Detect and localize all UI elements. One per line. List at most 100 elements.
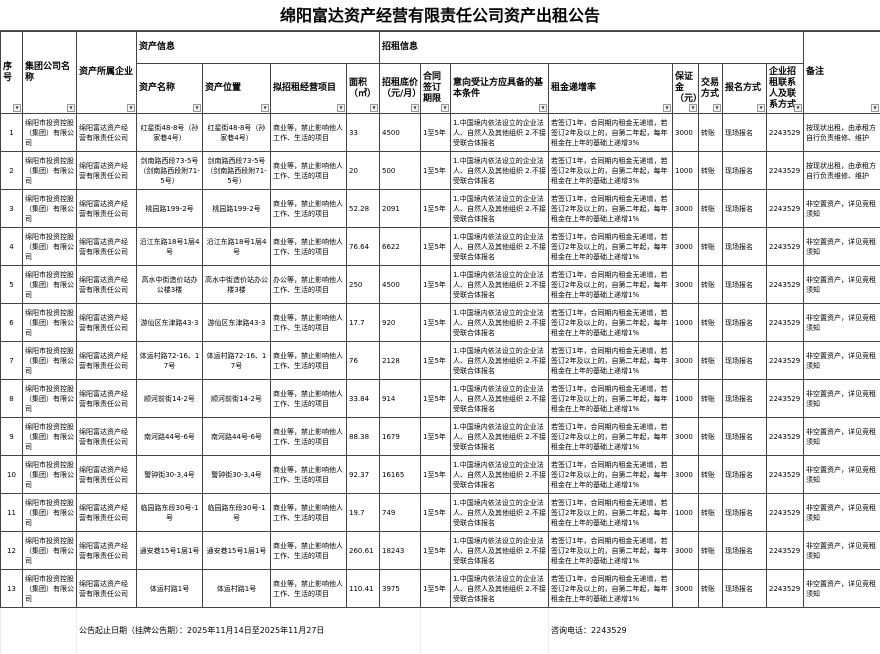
- header-conditions[interactable]: 意向受让方应具备的基本条件▼: [451, 64, 549, 114]
- header-area[interactable]: 面积（㎡）▼: [347, 64, 380, 114]
- asset-name-cell[interactable]: 红星街48-8号（孙家巷4号）: [137, 114, 203, 152]
- area-cell[interactable]: 92.37: [347, 456, 380, 494]
- area-cell[interactable]: 20: [347, 152, 380, 190]
- asset-location-cell[interactable]: 南河路44号-6号: [203, 418, 271, 456]
- price-cell[interactable]: 18243: [380, 532, 421, 570]
- price-cell[interactable]: 500: [380, 152, 421, 190]
- deposit-cell[interactable]: 3000: [673, 190, 699, 228]
- contact-cell[interactable]: 2243529: [767, 380, 804, 418]
- signup-cell[interactable]: 现场报名: [723, 532, 767, 570]
- owner-cell[interactable]: 绵阳富达资产经营有限责任公司: [77, 152, 137, 190]
- contact-cell[interactable]: 2243529: [767, 228, 804, 266]
- asset-name-cell[interactable]: 桃园路199-2号: [137, 190, 203, 228]
- signup-cell[interactable]: 现场报名: [723, 304, 767, 342]
- conditions-cell[interactable]: 1.中国境内依法设立的企业法人、自然人及其他组织 2.不接受联合体报名: [451, 190, 549, 228]
- conditions-cell[interactable]: 1.中国境内依法设立的企业法人、自然人及其他组织 2.不接受联合体报名: [451, 114, 549, 152]
- price-cell[interactable]: 3975: [380, 570, 421, 608]
- filter-dropdown-icon[interactable]: ▼: [794, 104, 802, 112]
- header-term[interactable]: 合同签订期限▼: [421, 64, 451, 114]
- filter-dropdown-icon[interactable]: ▼: [13, 104, 21, 112]
- trade-cell[interactable]: 转账: [699, 494, 723, 532]
- term-cell[interactable]: 1至5年: [421, 418, 451, 456]
- remark-cell[interactable]: 非空置资产，详见竞租须知: [804, 456, 880, 494]
- area-cell[interactable]: 19.7: [347, 494, 380, 532]
- seq-cell[interactable]: 7: [1, 342, 23, 380]
- business-cell[interactable]: 商业等，禁止影响他人工作、生活的项目: [271, 342, 347, 380]
- deposit-cell[interactable]: 3000: [673, 114, 699, 152]
- area-cell[interactable]: 250: [347, 266, 380, 304]
- seq-cell[interactable]: 3: [1, 190, 23, 228]
- deposit-cell[interactable]: 1000: [673, 304, 699, 342]
- seq-cell[interactable]: 1: [1, 114, 23, 152]
- remark-cell[interactable]: 非空置资产，详见竞租须知: [804, 190, 880, 228]
- owner-cell[interactable]: 绵阳富达资产经营有限责任公司: [77, 266, 137, 304]
- trade-cell[interactable]: 转账: [699, 380, 723, 418]
- seq-cell[interactable]: 4: [1, 228, 23, 266]
- deposit-cell[interactable]: 3000: [673, 456, 699, 494]
- remark-cell[interactable]: 非空置资产，详见竞租须知: [804, 532, 880, 570]
- header-price[interactable]: 招租底价（元/月）▼: [380, 64, 421, 114]
- filter-dropdown-icon[interactable]: ▼: [757, 104, 765, 112]
- conditions-cell[interactable]: 1.中国境内依法设立的企业法人、自然人及其他组织 2.不接受联合体报名: [451, 570, 549, 608]
- remark-cell[interactable]: 非空置资产，详见竞租须知: [804, 228, 880, 266]
- term-cell[interactable]: 1至5年: [421, 114, 451, 152]
- area-cell[interactable]: 110.41: [347, 570, 380, 608]
- deposit-cell[interactable]: 3000: [673, 418, 699, 456]
- term-cell[interactable]: 1至5年: [421, 190, 451, 228]
- conditions-cell[interactable]: 1.中国境内依法设立的企业法人、自然人及其他组织 2.不接受联合体报名: [451, 304, 549, 342]
- group-cell[interactable]: 绵阳市投资控股（集团）有限公司: [23, 342, 77, 380]
- area-cell[interactable]: 76.64: [347, 228, 380, 266]
- deposit-cell[interactable]: 1000: [673, 152, 699, 190]
- increase-cell[interactable]: 若签订1年，合同期内租金无递增，若签订2年及以上的，自第二年起，每年租金在上年的…: [549, 456, 673, 494]
- group-cell[interactable]: 绵阳市投资控股（集团）有限公司: [23, 456, 77, 494]
- price-cell[interactable]: 920: [380, 304, 421, 342]
- contact-cell[interactable]: 2243529: [767, 456, 804, 494]
- deposit-cell[interactable]: 3000: [673, 342, 699, 380]
- filter-dropdown-icon[interactable]: ▼: [689, 104, 697, 112]
- owner-cell[interactable]: 绵阳富达资产经营有限责任公司: [77, 228, 137, 266]
- asset-location-cell[interactable]: 剑南路西段73-5号（剑南路西段附71-5号）: [203, 152, 271, 190]
- price-cell[interactable]: 16165: [380, 456, 421, 494]
- header-asset-location[interactable]: 资产位置▼: [203, 64, 271, 114]
- increase-cell[interactable]: 若签订1年，合同期内租金无递增，若签订2年及以上的，自第二年起，每年租金在上年的…: [549, 380, 673, 418]
- group-cell[interactable]: 绵阳市投资控股（集团）有限公司: [23, 152, 77, 190]
- signup-cell[interactable]: 现场报名: [723, 380, 767, 418]
- filter-dropdown-icon[interactable]: ▼: [539, 104, 547, 112]
- deposit-cell[interactable]: 3000: [673, 228, 699, 266]
- trade-cell[interactable]: 转账: [699, 266, 723, 304]
- conditions-cell[interactable]: 1.中国境内依法设立的企业法人、自然人及其他组织 2.不接受联合体报名: [451, 532, 549, 570]
- business-cell[interactable]: 商业等，禁止影响他人工作、生活的项目: [271, 190, 347, 228]
- area-cell[interactable]: 260.61: [347, 532, 380, 570]
- area-cell[interactable]: 17.7: [347, 304, 380, 342]
- remark-cell[interactable]: 非空置资产，详见竞租须知: [804, 570, 880, 608]
- contact-cell[interactable]: 2243529: [767, 266, 804, 304]
- asset-name-cell[interactable]: 警钟街30-3,4号: [137, 456, 203, 494]
- remark-cell[interactable]: 非空置资产，详见竞租须知: [804, 380, 880, 418]
- area-cell[interactable]: 33.84: [347, 380, 380, 418]
- term-cell[interactable]: 1至5年: [421, 532, 451, 570]
- remark-cell[interactable]: 按现状出租，由承租方自行负责维修、维护: [804, 152, 880, 190]
- asset-location-cell[interactable]: 红星街48-8号（孙家巷4号）: [203, 114, 271, 152]
- group-cell[interactable]: 绵阳市投资控股（集团）有限公司: [23, 228, 77, 266]
- deposit-cell[interactable]: 3000: [673, 570, 699, 608]
- asset-name-cell[interactable]: 体运村路1号: [137, 570, 203, 608]
- group-cell[interactable]: 绵阳市投资控股（集团）有限公司: [23, 570, 77, 608]
- owner-cell[interactable]: 绵阳富达资产经营有限责任公司: [77, 380, 137, 418]
- remark-cell[interactable]: 非空置资产，详见竞租须知: [804, 342, 880, 380]
- remark-cell[interactable]: 非空置资产，详见竞租须知: [804, 494, 880, 532]
- contact-cell[interactable]: 2243529: [767, 418, 804, 456]
- business-cell[interactable]: 商业等，禁止影响他人工作、生活的项目: [271, 456, 347, 494]
- seq-cell[interactable]: 8: [1, 380, 23, 418]
- deposit-cell[interactable]: 3000: [673, 532, 699, 570]
- area-cell[interactable]: 76: [347, 342, 380, 380]
- business-cell[interactable]: 商业等，禁止影响他人工作、生活的项目: [271, 228, 347, 266]
- trade-cell[interactable]: 转账: [699, 342, 723, 380]
- owner-cell[interactable]: 绵阳富达资产经营有限责任公司: [77, 418, 137, 456]
- trade-cell[interactable]: 转账: [699, 532, 723, 570]
- price-cell[interactable]: 749: [380, 494, 421, 532]
- term-cell[interactable]: 1至5年: [421, 152, 451, 190]
- increase-cell[interactable]: 若签订1年，合同期内租金无递增，若签订2年及以上的，自第二年起，每年租金在上年的…: [549, 152, 673, 190]
- asset-location-cell[interactable]: 沿江东路18号1层4号: [203, 228, 271, 266]
- owner-cell[interactable]: 绵阳富达资产经营有限责任公司: [77, 342, 137, 380]
- trade-cell[interactable]: 转账: [699, 152, 723, 190]
